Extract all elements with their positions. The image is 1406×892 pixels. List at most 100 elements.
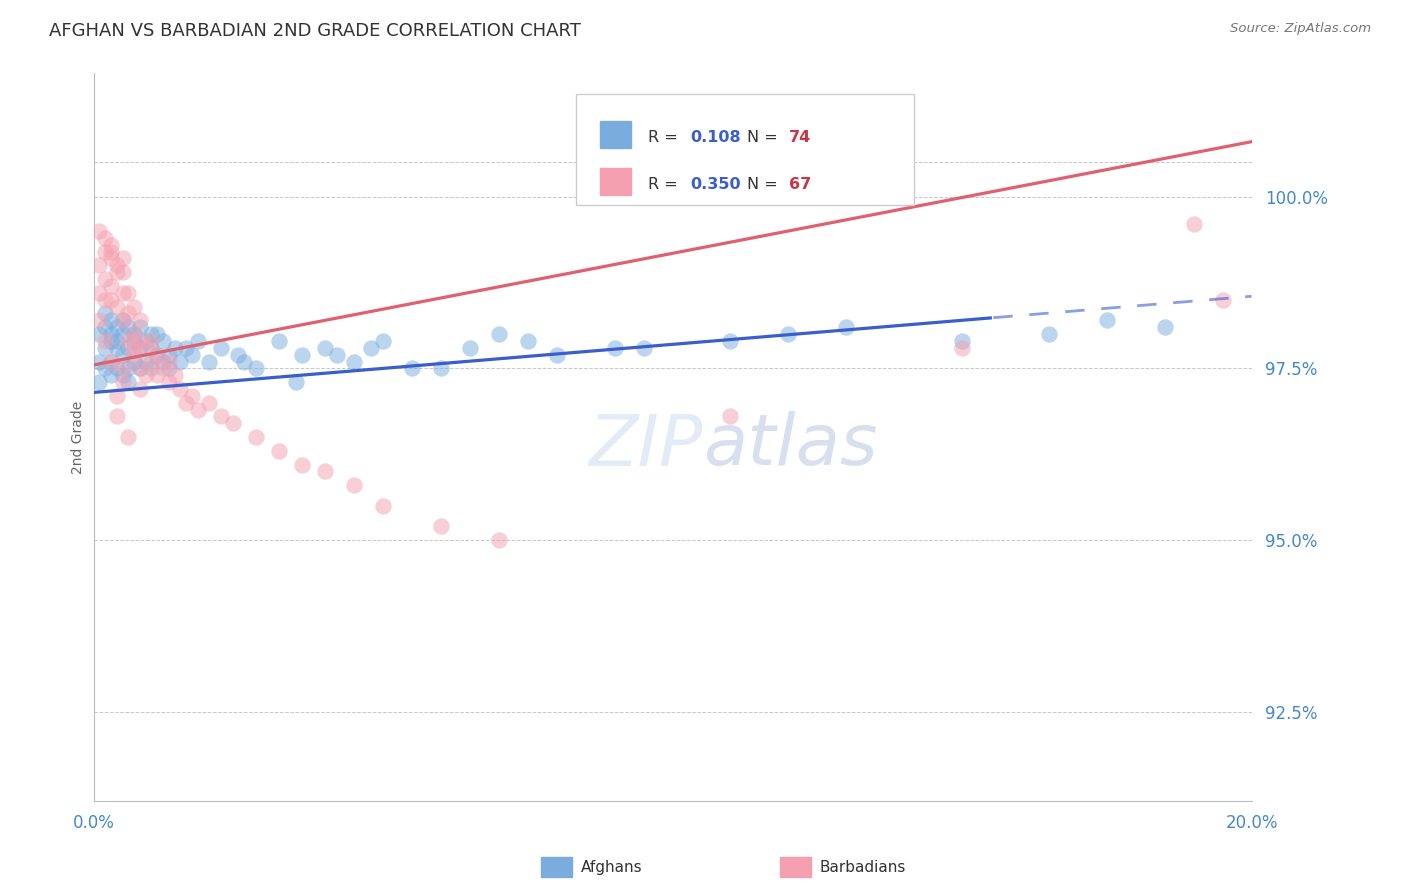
- Text: 74: 74: [789, 129, 811, 145]
- Point: [100, 244, 122, 259]
- Point: [371, 499, 394, 513]
- Point: [326, 348, 349, 362]
- Text: R =: R =: [648, 129, 683, 145]
- Point: [835, 320, 858, 334]
- Point: [198, 396, 221, 410]
- Point: [100, 237, 122, 252]
- Point: [100, 334, 122, 348]
- Point: [135, 334, 157, 348]
- Point: [174, 341, 197, 355]
- Point: [111, 285, 134, 300]
- Point: [89, 285, 111, 300]
- Point: [152, 334, 174, 348]
- Point: [181, 389, 204, 403]
- Point: [117, 430, 139, 444]
- Point: [100, 313, 122, 327]
- Point: [117, 361, 139, 376]
- Point: [117, 320, 139, 334]
- Point: [135, 368, 157, 383]
- Point: [111, 348, 134, 362]
- Point: [94, 293, 117, 307]
- Point: [314, 465, 336, 479]
- Point: [371, 334, 394, 348]
- Point: [228, 348, 250, 362]
- Point: [111, 265, 134, 279]
- Point: [94, 231, 117, 245]
- Point: [430, 361, 453, 376]
- Point: [89, 258, 111, 272]
- Point: [111, 252, 134, 266]
- Text: Source: ZipAtlas.com: Source: ZipAtlas.com: [1230, 22, 1371, 36]
- Point: [89, 326, 111, 341]
- Point: [1212, 293, 1234, 307]
- Point: [117, 375, 139, 389]
- Point: [181, 348, 204, 362]
- Point: [163, 341, 186, 355]
- Text: 67: 67: [789, 177, 811, 192]
- Point: [285, 375, 308, 389]
- Point: [720, 409, 742, 424]
- Point: [245, 361, 267, 376]
- Point: [105, 361, 128, 376]
- Point: [187, 334, 209, 348]
- Point: [100, 279, 122, 293]
- Point: [343, 478, 366, 492]
- Point: [94, 320, 117, 334]
- Text: 0.108: 0.108: [690, 129, 741, 145]
- Point: [291, 348, 314, 362]
- Point: [633, 341, 655, 355]
- Point: [198, 354, 221, 368]
- Point: [187, 402, 209, 417]
- Text: 0.350: 0.350: [690, 177, 741, 192]
- Point: [778, 326, 800, 341]
- Point: [169, 382, 191, 396]
- Point: [111, 313, 134, 327]
- Point: [163, 368, 186, 383]
- Text: R =: R =: [648, 177, 683, 192]
- Point: [100, 252, 122, 266]
- Point: [141, 326, 163, 341]
- Point: [146, 368, 169, 383]
- Point: [117, 334, 139, 348]
- Point: [488, 326, 510, 341]
- Point: [94, 306, 117, 320]
- Point: [128, 341, 150, 355]
- Point: [122, 326, 145, 341]
- Point: [111, 368, 134, 383]
- Point: [720, 334, 742, 348]
- Point: [174, 396, 197, 410]
- Text: AFGHAN VS BARBADIAN 2ND GRADE CORRELATION CHART: AFGHAN VS BARBADIAN 2ND GRADE CORRELATIO…: [49, 22, 581, 40]
- Point: [89, 313, 111, 327]
- Text: Barbadians: Barbadians: [820, 860, 905, 874]
- Point: [221, 417, 243, 431]
- Point: [105, 341, 128, 355]
- Point: [105, 389, 128, 403]
- Point: [157, 361, 180, 376]
- Point: [117, 306, 139, 320]
- Point: [100, 354, 122, 368]
- Point: [516, 334, 538, 348]
- Point: [105, 258, 128, 272]
- Point: [128, 382, 150, 396]
- Point: [105, 300, 128, 314]
- Point: [122, 341, 145, 355]
- Point: [146, 348, 169, 362]
- Point: [430, 519, 453, 533]
- Point: [141, 334, 163, 348]
- Point: [135, 354, 157, 368]
- Point: [245, 430, 267, 444]
- Point: [169, 354, 191, 368]
- Text: Afghans: Afghans: [581, 860, 643, 874]
- Point: [157, 354, 180, 368]
- Point: [488, 533, 510, 548]
- Point: [94, 272, 117, 286]
- Point: [100, 293, 122, 307]
- Point: [209, 409, 232, 424]
- Y-axis label: 2nd Grade: 2nd Grade: [72, 401, 86, 474]
- Text: atlas: atlas: [703, 411, 877, 481]
- Text: N =: N =: [747, 177, 783, 192]
- Point: [100, 326, 122, 341]
- Point: [343, 354, 366, 368]
- Point: [157, 348, 180, 362]
- Point: [122, 334, 145, 348]
